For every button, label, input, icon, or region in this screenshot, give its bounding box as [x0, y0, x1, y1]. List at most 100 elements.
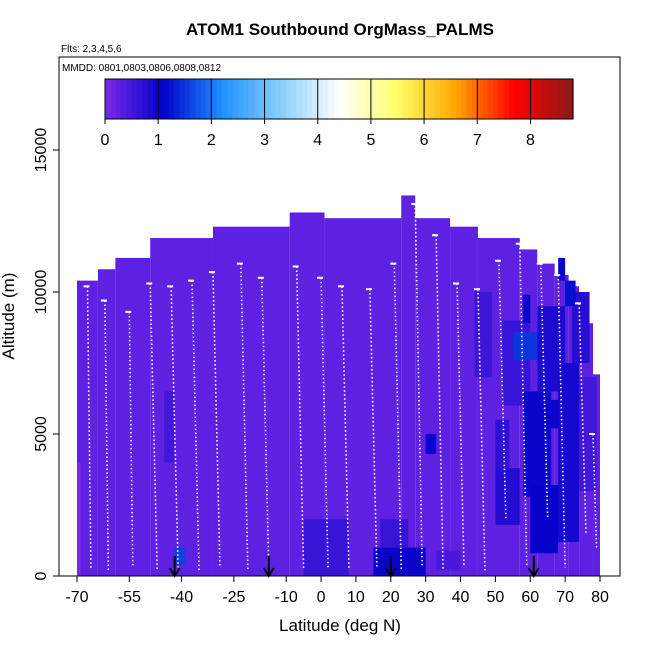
heatmap-cell — [380, 519, 409, 548]
profile-track — [295, 266, 305, 571]
profile-track — [341, 286, 350, 571]
colorbar-tick-label: 6 — [420, 132, 429, 149]
colorbar-segment — [493, 79, 500, 119]
envelope-block — [150, 238, 213, 576]
colorbar-segment — [126, 79, 133, 119]
x-tick-label: -55 — [118, 589, 141, 606]
profile-track — [128, 311, 134, 568]
colorbar-segment — [168, 79, 175, 119]
profile-track — [498, 260, 507, 520]
colorbar-segment — [115, 79, 122, 119]
colorbar-segment — [365, 79, 372, 119]
colorbar-segment — [429, 79, 436, 119]
envelope-block — [212, 226, 290, 576]
colorbar-tick-label: 4 — [313, 132, 322, 149]
colorbar-segment — [557, 79, 563, 119]
colorbar-segment — [456, 79, 462, 119]
profile-track — [86, 286, 92, 571]
heatmap-cell — [425, 434, 437, 454]
colorbar-segment — [237, 79, 244, 119]
x-axis-label: Latitude (deg N) — [279, 616, 401, 635]
colorbar-segment — [248, 79, 255, 119]
profile-track — [104, 300, 110, 571]
colorbar-segment — [370, 79, 377, 119]
colorbar-segment — [232, 79, 239, 119]
colorbar-segment — [216, 79, 223, 119]
colorbar-segment — [179, 79, 186, 119]
heatmap-cell — [558, 363, 580, 542]
colorbar-segment — [184, 79, 191, 119]
heatmap-cell — [474, 292, 492, 378]
heatmap-cell — [495, 419, 510, 469]
profile-track — [240, 263, 249, 571]
envelope-block — [450, 226, 478, 576]
profile-track — [320, 277, 329, 568]
colorbar-segment — [535, 79, 542, 119]
profile-track — [456, 283, 465, 568]
colorbar-tick-label: 7 — [473, 132, 482, 149]
colorbar-segment — [312, 79, 319, 119]
profile-track — [369, 289, 378, 568]
colorbar-segment — [381, 79, 388, 119]
profile-track — [212, 272, 221, 568]
colorbar-segment — [471, 79, 478, 119]
heatmap-cell — [303, 519, 349, 576]
x-tick-label: -10 — [275, 589, 298, 606]
heatmap-cell — [579, 377, 597, 491]
colorbar-segment — [152, 79, 159, 119]
envelope-block — [415, 218, 451, 576]
profile-track — [539, 263, 549, 520]
colorbar-segment — [328, 79, 335, 119]
colorbar-segment — [280, 79, 287, 119]
x-tick-label: -40 — [170, 589, 193, 606]
x-tick-label: 40 — [452, 589, 470, 606]
colorbar-segment — [503, 79, 510, 119]
heatmap-cell — [565, 280, 576, 307]
envelope-block — [77, 280, 98, 576]
colorbar-segment — [296, 79, 303, 119]
envelope-block — [324, 218, 402, 576]
colorbar-segment — [514, 79, 521, 119]
colorbar-segment — [376, 79, 383, 119]
colorbar-segment — [525, 79, 532, 119]
colorbar-segment — [323, 79, 329, 119]
y-tick-label: 0 — [33, 571, 50, 580]
colorbar-segment — [174, 79, 181, 119]
colorbar-segment — [551, 79, 558, 119]
heatmap-cell — [436, 550, 461, 571]
colorbar-tick-label: 5 — [366, 132, 375, 149]
x-tick-label: 50 — [487, 589, 505, 606]
colorbar-tick-label: 8 — [526, 132, 535, 149]
heatmap-cells — [77, 195, 600, 576]
flight-profiles — [83, 202, 598, 571]
colorbar-segment — [163, 79, 170, 119]
heatmap-cell — [572, 292, 590, 363]
colorbar-segment — [386, 79, 393, 119]
heatmap-cell — [495, 468, 520, 525]
colorbar-segment — [136, 79, 143, 119]
colorbar-segment — [434, 79, 441, 119]
colorbar-segment — [195, 79, 202, 119]
colorbar-segment — [530, 79, 537, 119]
colorbar-segment — [477, 79, 484, 119]
plot-frame — [58, 56, 621, 577]
colorbar-segment — [206, 79, 212, 119]
profile-track — [557, 274, 566, 568]
heatmap-cell — [174, 547, 186, 565]
colorbar-segment — [243, 79, 250, 119]
colorbar-segment — [227, 79, 234, 119]
envelope-block — [115, 257, 151, 576]
heatmap-cell — [164, 391, 175, 463]
colorbar-segment — [333, 79, 340, 119]
colorbar-segment — [264, 79, 271, 119]
flights-subtitle: Flts: 2,3,4,5,6 — [61, 44, 122, 55]
colorbar-segment — [546, 79, 553, 119]
colorbar-segment — [567, 79, 574, 119]
colorbar-segment — [424, 79, 431, 119]
colorbar-segment — [392, 79, 399, 119]
colorbar-segment — [142, 79, 149, 119]
colorbar-segment — [498, 79, 505, 119]
colorbar-segment — [562, 79, 569, 119]
x-axis: -70 -55 -40 -25 -10 0 10 20 30 40 50 60 70 80 — [65, 576, 609, 606]
